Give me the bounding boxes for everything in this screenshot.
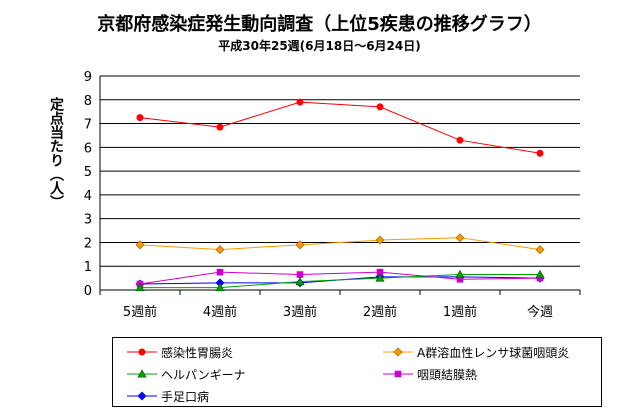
data-point [536,149,544,157]
legend-marker [138,348,146,356]
x-tick-label: 今週 [527,304,553,320]
legend-label: 手足口病 [161,389,210,404]
data-point [456,136,464,144]
data-point [375,235,385,245]
data-point [296,271,304,278]
x-tick-label: 2週前 [363,304,397,320]
legend-item: A群溶血性レンサ球菌咽頭炎 [383,344,569,360]
series-line-0 [139,101,541,154]
x-tick-label: 5週前 [123,304,157,320]
legend-swatch [383,370,413,378]
data-point [215,245,225,255]
y-axis-label: 定点当たり（人） [48,97,64,209]
chart-legend: 感染性胃腸炎 A群溶血性レンサ球菌咽頭炎ヘルパンギーナ 咽頭結膜熱手足口病 [112,337,602,407]
data-point [216,123,224,131]
legend-marker [137,369,147,378]
y-tick-label: 5 [84,165,92,180]
chart-subtitle: 平成30年25週(6月18日～6月24日) [218,39,421,53]
legend-label: 感染性胃腸炎 [161,345,234,360]
legend-marker [394,370,402,378]
data-point [535,269,545,279]
legend-item: 咽頭結膜熱 [383,366,477,382]
y-tick-label: 9 [84,70,92,85]
x-tick-label: 4週前 [203,304,237,320]
data-point [295,240,305,250]
data-point [295,276,305,286]
legend-item: ヘルパンギーナ [127,366,246,382]
x-tick-label: 1週前 [443,304,477,320]
line-chart: 0 1 2 3 4 5 6 7 8 9 5週前 4週前 3週前 2週前 1週前 今週 [84,70,581,320]
data-point [376,103,384,111]
data-point [535,245,545,255]
legend-item: 感染性胃腸炎 [127,344,233,360]
legend-item: 手足口病 [127,388,209,404]
series-line-3 [139,271,541,285]
y-tick-label: 8 [84,94,92,109]
data-point [216,268,224,276]
legend-swatch [127,369,157,378]
data-point [215,282,225,292]
x-tick-label: 3週前 [283,304,317,320]
legend-swatch [127,391,157,401]
y-tick-label: 3 [84,213,92,228]
y-tick-label: 6 [84,141,92,156]
y-tick-label: 4 [84,189,92,204]
y-tick-label: 0 [84,284,92,299]
legend-marker [137,391,147,401]
data-point [375,273,385,282]
data-point [136,114,144,122]
series-line-4 [139,276,541,285]
y-tick-label: 1 [84,260,92,275]
data-point [296,98,304,106]
series-line-2 [140,274,540,289]
legend-swatch [383,347,413,357]
y-tick-label: 2 [84,236,92,251]
series-line-1 [139,237,541,251]
chart-title: 京都府感染症発生動向調査（上位5疾患の推移グラフ） [97,14,542,35]
legend-marker [393,347,403,357]
legend-swatch [127,348,157,356]
y-tick-label: 7 [84,118,92,133]
data-point [135,240,145,250]
data-point [455,269,465,279]
legend-label: A群溶血性レンサ球菌咽頭炎 [417,345,570,360]
data-point [135,282,145,292]
legend-label: 咽頭結膜熱 [417,367,478,382]
legend-label: ヘルパンギーナ [161,367,246,382]
data-point [455,233,465,243]
